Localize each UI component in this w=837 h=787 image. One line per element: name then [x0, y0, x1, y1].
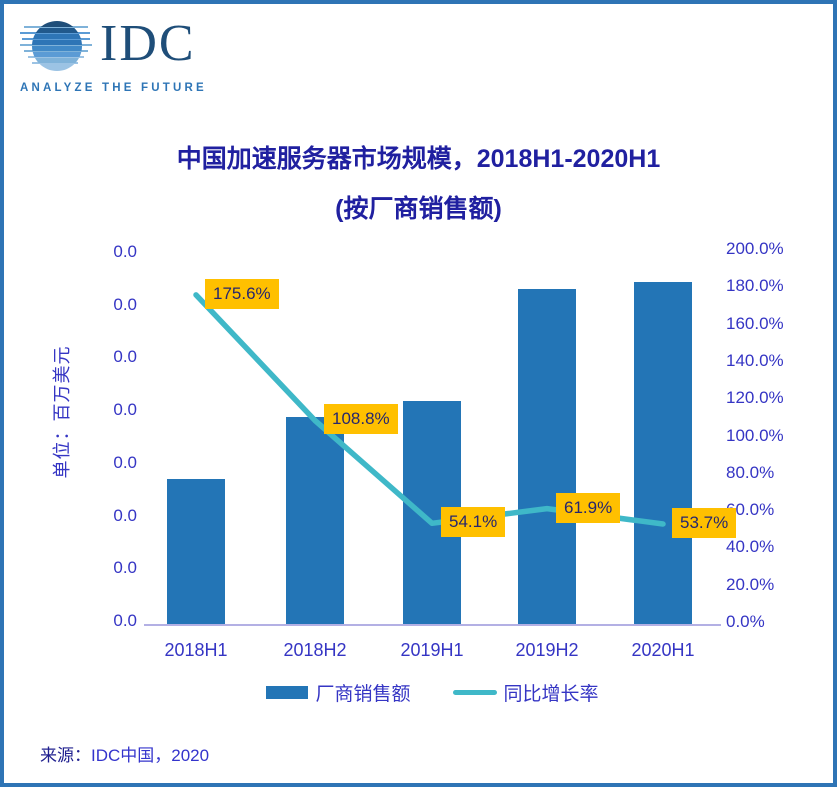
right-axis-tick: 80.0%: [726, 462, 775, 482]
plot-area: 175.6% 108.8% 54.1% 61.9% 53.7%: [149, 249, 737, 625]
left-axis-tick: 0.0: [113, 347, 137, 367]
right-axis-tick: 20.0%: [726, 574, 775, 594]
chart-title: 中国加速服务器市场规模，2018H1-2020H1 (按厂商销售额): [4, 134, 833, 234]
source-text: IDC中国，2020: [91, 746, 210, 765]
idc-tagline: ANALYZE THE FUTURE: [20, 82, 207, 94]
left-axis-tick: 0.0: [113, 452, 137, 472]
left-axis-tick: 0.0: [113, 558, 137, 578]
x-axis-label-2020H1: 2020H1: [631, 640, 695, 660]
right-axis-tick: 140.0%: [726, 350, 784, 370]
right-axis-tick: 180.0%: [726, 276, 784, 296]
right-axis-tick: 120.0%: [726, 388, 784, 408]
chart-title-line2: (按厂商销售额): [335, 195, 502, 223]
sales-bar-2020H1: [634, 282, 692, 625]
sales-bar-2018H1: [167, 479, 225, 625]
growth-label-2018H1: 175.6%: [205, 278, 279, 309]
right-axis-tick: 100.0%: [726, 425, 784, 445]
sales-bar-2019H2: [518, 289, 576, 625]
left-axis-tick: 0.0: [113, 294, 137, 314]
left-axis-tick: 0.0: [113, 611, 137, 630]
legend-item-sales: 厂商销售额: [266, 679, 411, 706]
left-axis-title: 单位：百万美元: [52, 345, 72, 479]
right-axis-tick: 0.0%: [726, 612, 765, 631]
x-axis-label-2019H1: 2019H1: [400, 640, 464, 660]
legend-label-growth: 同比增长率: [503, 683, 599, 705]
left-axis-tick: 0.0: [113, 242, 137, 261]
x-axis-line: [144, 624, 721, 626]
legend-item-growth: 同比增长率: [452, 679, 599, 706]
growth-label-2018H2: 108.8%: [324, 404, 398, 435]
x-axis-label-2018H2: 2018H2: [283, 640, 347, 660]
right-axis-tick: 60.0%: [726, 500, 775, 520]
right-axis-tick: 200.0%: [726, 239, 784, 258]
legend: 厂商销售额 同比增长率: [149, 678, 716, 706]
right-axis-tick: 40.0%: [726, 537, 775, 557]
idc-globe-icon: [20, 21, 92, 71]
line-swatch-icon: [452, 689, 497, 695]
source-note: 来源：IDC中国，2020: [40, 741, 209, 766]
legend-label-sales: 厂商销售额: [315, 683, 411, 705]
growth-label-2019H1: 54.1%: [441, 507, 506, 538]
bar-swatch-icon: [266, 685, 309, 699]
growth-label-2019H2: 61.9%: [556, 492, 621, 523]
sales-bar-2018H2: [286, 417, 344, 625]
right-axis-tick: 160.0%: [726, 313, 784, 333]
x-axis-label-2019H2: 2019H2: [515, 640, 579, 660]
idc-logo: IDC ANALYZE THE FUTURE: [20, 16, 207, 94]
left-axis-tick: 0.0: [113, 400, 137, 420]
source-prefix: 来源：: [40, 746, 91, 765]
idc-logo-text: IDC: [100, 15, 196, 72]
left-axis-tick: 0.0: [113, 505, 137, 525]
x-axis-label-2018H1: 2018H1: [164, 640, 228, 660]
growth-label-2020H1: 53.7%: [672, 508, 737, 539]
chart-title-line1: 中国加速服务器市场规模，2018H1-2020H1: [176, 145, 661, 173]
